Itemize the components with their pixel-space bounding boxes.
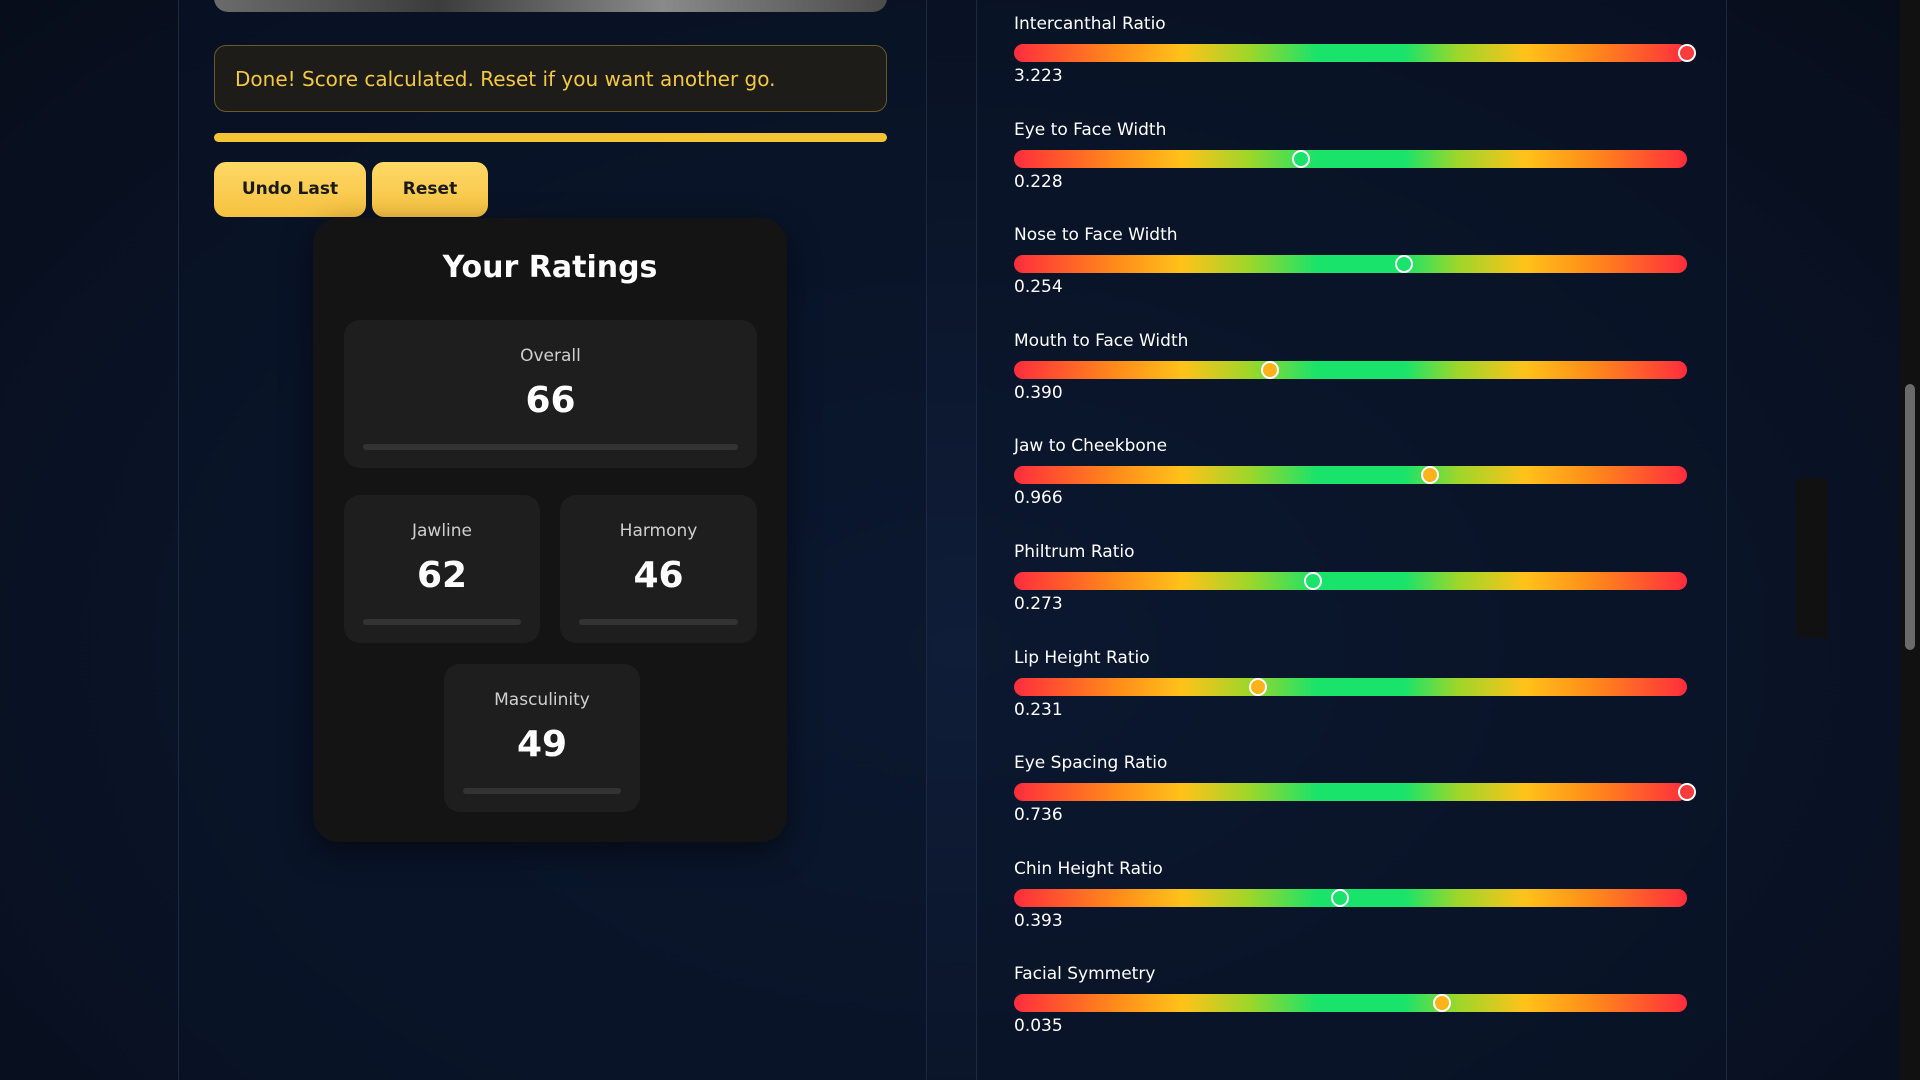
slider-knob bbox=[1260, 360, 1279, 379]
slider-track bbox=[1014, 255, 1687, 274]
scroll-thumb[interactable] bbox=[1905, 384, 1915, 650]
metric-value: 0.254 bbox=[1014, 277, 1063, 298]
metric-label: Jaw to Cheekbone bbox=[1014, 436, 1168, 457]
metric-value: 0.966 bbox=[1014, 488, 1063, 509]
metric-value: 3.223 bbox=[1014, 66, 1063, 86]
score: 46 bbox=[633, 555, 684, 596]
metric-value: 0.393 bbox=[1014, 910, 1063, 931]
slider-knob bbox=[1678, 783, 1696, 802]
photo bbox=[214, 0, 887, 12]
slider-track bbox=[1014, 783, 1687, 802]
jawline-box: Jawline 62 bbox=[344, 495, 540, 643]
slider-track bbox=[1014, 44, 1687, 62]
status-message: Done! Score calculated. Reset if you wan… bbox=[214, 45, 887, 112]
slider-knob bbox=[1420, 466, 1439, 485]
metric-label: Nose to Face Width bbox=[1014, 225, 1178, 246]
harmony-box: Harmony 46 bbox=[560, 495, 757, 643]
metric-value: 0.273 bbox=[1014, 594, 1063, 614]
masculinity-box: Masculinity 49 bbox=[444, 664, 640, 812]
label: Harmony bbox=[619, 521, 698, 541]
progress-bar bbox=[214, 133, 887, 142]
label: Masculinity bbox=[494, 690, 590, 710]
ratings-title: Your Ratings bbox=[442, 250, 658, 285]
metric-label: Intercanthal Ratio bbox=[1014, 14, 1166, 34]
metric-value: 0.228 bbox=[1014, 171, 1063, 192]
slider-knob bbox=[1433, 994, 1452, 1013]
slider-knob bbox=[1678, 44, 1696, 62]
score: 49 bbox=[516, 724, 568, 765]
metric-label: Eye to Face Width bbox=[1014, 119, 1167, 140]
score: 66 bbox=[525, 380, 576, 421]
score-bar bbox=[579, 619, 738, 625]
reset-button[interactable]: Reset bbox=[372, 162, 488, 217]
slider-track bbox=[1014, 466, 1687, 485]
slider-knob bbox=[1395, 255, 1414, 274]
metric-label: Mouth to Face Width bbox=[1014, 330, 1189, 351]
slider-knob bbox=[1248, 677, 1267, 696]
score-bar bbox=[363, 619, 521, 625]
slider-knob bbox=[1303, 572, 1322, 590]
slider-track bbox=[1014, 149, 1687, 168]
overall-box: Overall 66 bbox=[344, 320, 757, 468]
slider-track bbox=[1014, 360, 1687, 379]
slider-track bbox=[1014, 677, 1687, 696]
label: Jawline bbox=[411, 521, 472, 541]
slider-track bbox=[1014, 572, 1687, 590]
metric-value: 0.390 bbox=[1014, 382, 1063, 403]
metric-value: 0.231 bbox=[1014, 699, 1063, 720]
metric-label: Facial Symmetry bbox=[1014, 964, 1156, 985]
label: Overall bbox=[520, 346, 581, 366]
metric-value: 0.035 bbox=[1014, 1016, 1063, 1037]
slider-knob bbox=[1331, 888, 1350, 907]
score: 62 bbox=[416, 555, 468, 596]
slider-track bbox=[1014, 888, 1687, 907]
toolbar bbox=[1796, 478, 1828, 638]
score-bar bbox=[363, 444, 738, 450]
metric-value: 0.736 bbox=[1014, 805, 1063, 826]
metric-label: Chin Height Ratio bbox=[1014, 858, 1163, 879]
metric-label: Eye Spacing Ratio bbox=[1014, 753, 1168, 774]
metric-label: Philtrum Ratio bbox=[1014, 542, 1135, 562]
slider-knob bbox=[1292, 149, 1311, 168]
slider-track bbox=[1014, 994, 1687, 1013]
undo-button[interactable]: Undo Last bbox=[214, 162, 366, 217]
metric-label: Lip Height Ratio bbox=[1014, 647, 1150, 668]
score-bar bbox=[463, 788, 621, 794]
